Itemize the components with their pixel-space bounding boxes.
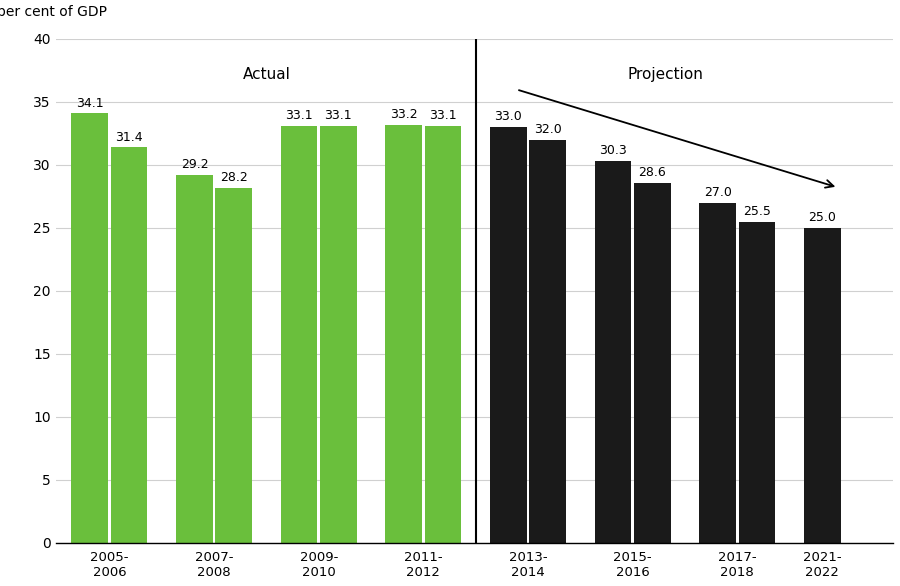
Bar bbox=[281, 126, 318, 543]
Text: 28.2: 28.2 bbox=[220, 171, 248, 184]
Text: 33.2: 33.2 bbox=[390, 108, 418, 121]
Bar bbox=[111, 147, 148, 543]
Text: 31.4: 31.4 bbox=[115, 131, 143, 144]
Text: 28.6: 28.6 bbox=[638, 166, 666, 179]
Bar bbox=[425, 126, 462, 543]
Bar bbox=[320, 126, 356, 543]
Bar bbox=[385, 125, 422, 543]
Text: 33.0: 33.0 bbox=[495, 110, 522, 124]
Bar bbox=[215, 188, 252, 543]
Bar bbox=[739, 222, 775, 543]
Bar bbox=[529, 139, 566, 543]
Text: 29.2: 29.2 bbox=[181, 158, 208, 171]
Text: 33.1: 33.1 bbox=[325, 109, 352, 122]
Bar bbox=[176, 175, 212, 543]
Text: 33.1: 33.1 bbox=[285, 109, 313, 122]
Bar bbox=[804, 228, 841, 543]
Text: 30.3: 30.3 bbox=[599, 144, 627, 158]
Bar bbox=[491, 127, 526, 543]
Text: 34.1: 34.1 bbox=[76, 97, 104, 110]
Text: Projection: Projection bbox=[627, 67, 704, 82]
Bar bbox=[634, 183, 670, 543]
Text: Actual: Actual bbox=[242, 67, 291, 82]
Text: 25.0: 25.0 bbox=[808, 211, 836, 224]
Text: per cent of GDP: per cent of GDP bbox=[0, 5, 107, 19]
Text: 32.0: 32.0 bbox=[534, 123, 562, 136]
Text: 33.1: 33.1 bbox=[429, 109, 457, 122]
Bar bbox=[595, 161, 632, 543]
Text: 27.0: 27.0 bbox=[704, 186, 732, 199]
Bar bbox=[699, 203, 736, 543]
Bar bbox=[71, 113, 108, 543]
Text: 25.5: 25.5 bbox=[743, 205, 771, 218]
